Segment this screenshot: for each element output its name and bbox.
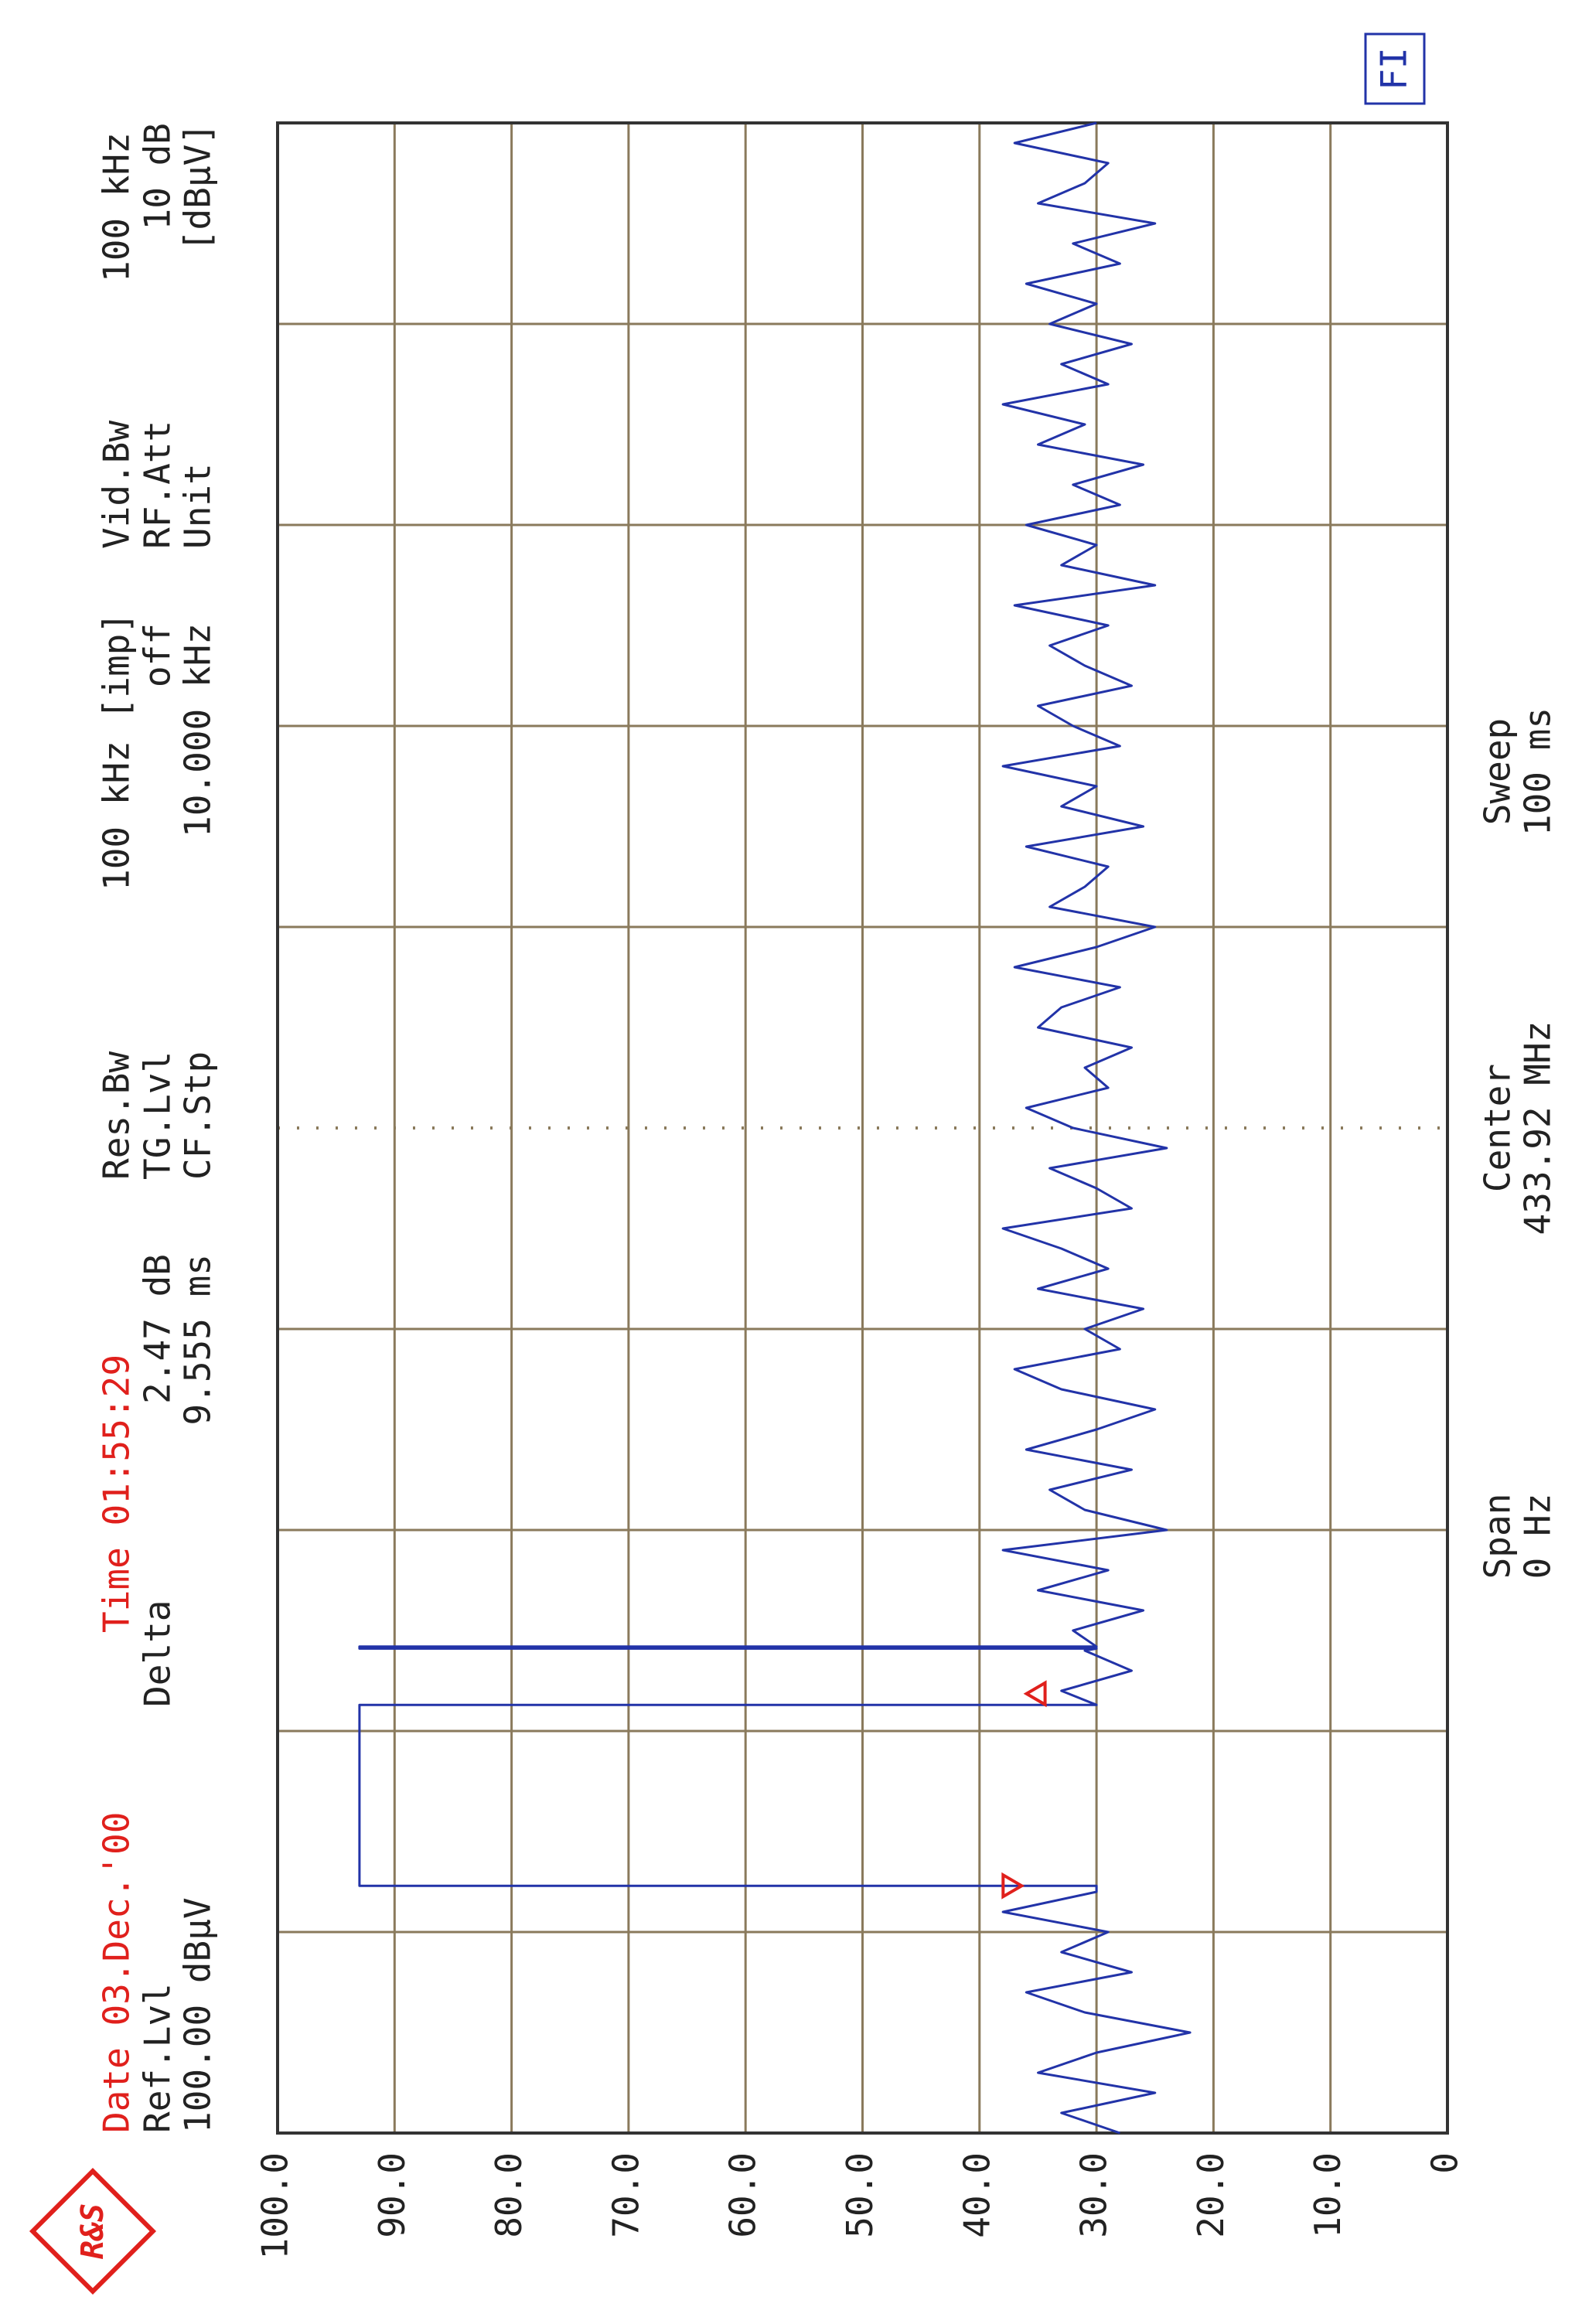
cf-stp-label: CF.Stp [177,1051,219,1180]
logo-text: R&S [75,2203,111,2259]
y-tick-label: 80.0 [488,2152,530,2238]
y-tick-label: 90.0 [371,2152,413,2238]
span: 0 Hz [1517,1494,1559,1579]
plot-frame [276,121,1449,2135]
vid-bw-label: Vid.Bw [96,421,138,549]
ref-value: 100.00 dBµV [177,1897,219,2133]
y-tick-label: 60.0 [722,2152,764,2238]
y-tick-label: 10.0 [1307,2152,1348,2238]
logo: R&S [29,2167,157,2295]
y-tick-label: 20.0 [1190,2152,1232,2238]
sweep-label: Sweep [1477,718,1519,825]
y-tick-label: 70.0 [605,2152,646,2238]
time: Time 01:55:29 [96,1355,138,1633]
center-label: Center [1477,1064,1519,1192]
date: Date 03.Dec.'00 [96,1812,138,2133]
badge-box [1364,32,1426,105]
rotated-display: R&S Date 03.Dec.'00 Time 01:55:29 Ref.Lv… [29,32,1559,2295]
marker [1023,1680,1047,1708]
res-bw-label: Res.Bw [96,1051,138,1180]
rf-att: 10 dB [137,123,179,230]
y-tick-label: 30.0 [1073,2152,1115,2238]
span-label: Span [1477,1494,1519,1579]
y-tick-label: 0 [1424,2152,1466,2174]
tg-lvl: off [137,623,179,687]
y-tick-label: 100.0 [254,2152,296,2259]
y-tick-label: 50.0 [839,2152,881,2238]
sweep: 100 ms [1517,707,1559,836]
center: 433.92 MHz [1517,1021,1559,1235]
cf-stp: 10.000 kHz [177,623,219,837]
delta-level: 2.47 dB [137,1254,179,1404]
tg-lvl-label: TG.Lvl [137,1051,179,1180]
vid-bw: 100 kHz [96,132,138,282]
y-tick-label: 40.0 [956,2152,997,2238]
badge: FI [1373,47,1415,90]
trace [358,121,1192,2135]
res-bw: 100 kHz [imp] [96,612,138,891]
delta-label: Delta [137,1600,179,1707]
rf-att-label: RF.Att [137,421,179,549]
unit: [dBµV] [177,123,219,251]
unit-label: Unit [177,463,219,549]
logo-diamond [29,2167,157,2295]
marker [1001,1872,1025,1900]
delta-time: 9.555 ms [177,1254,219,1426]
ref-label: Ref.Lvl [137,1983,179,2133]
